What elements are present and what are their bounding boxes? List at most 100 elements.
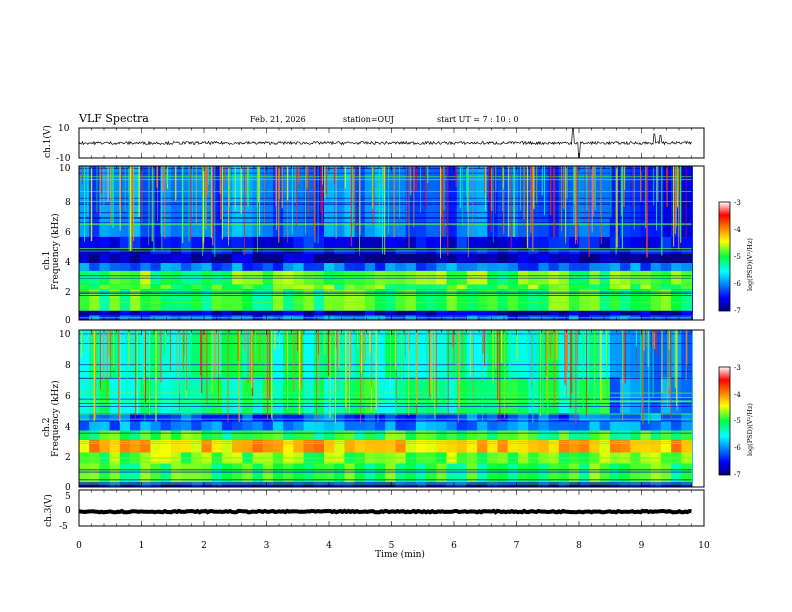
spectrogram-cell — [681, 236, 692, 250]
spectrogram-cell — [456, 310, 468, 316]
spectrogram-cell — [487, 284, 499, 290]
spectrogram-cell — [405, 413, 417, 422]
spectrogram-cell — [252, 289, 264, 311]
spectrogram-cell — [242, 284, 254, 290]
spectrogram-cell — [446, 421, 458, 431]
spectrogram-cell — [620, 421, 631, 431]
spectrogram-cell — [150, 249, 162, 254]
ch1-spectrogram-ylabel-frequency: Frequency (kHz) — [50, 213, 61, 290]
spectrogram-cell — [538, 236, 550, 250]
spectrogram-cell — [313, 263, 325, 271]
spectrogram-cell — [426, 413, 437, 422]
spectrogram-cell — [466, 413, 478, 422]
spectrogram-cell — [681, 310, 692, 316]
spectrogram-cell — [405, 249, 417, 254]
spectrogram-cell — [242, 463, 254, 483]
spectrogram-cell — [324, 430, 335, 440]
spectrogram-cell — [119, 421, 131, 431]
spectrogram-cell — [671, 413, 682, 422]
ch2-spectrogram-ylabel-frequency: Frequency (kHz) — [50, 380, 61, 457]
spectrogram-cell — [150, 236, 162, 250]
spectrogram-cell — [436, 263, 447, 271]
spectrogram-cell — [507, 249, 519, 254]
spectrogram-cell — [548, 430, 560, 440]
spectrogram-cell — [558, 439, 570, 453]
spectrogram-cell — [558, 482, 570, 487]
spectrogram-cell — [446, 249, 458, 254]
spectrogram-cell — [201, 463, 213, 483]
spectrogram-cell — [599, 249, 611, 254]
spectrogram-cell — [99, 330, 111, 378]
ch2-ytick-8: 8 — [65, 361, 71, 371]
spectrogram-cell — [160, 377, 172, 414]
ch2-ytick-10: 10 — [59, 330, 71, 340]
spectrogram-cell — [456, 463, 468, 483]
spectrogram-cell — [344, 413, 356, 422]
spectrogram-cell — [620, 439, 631, 453]
spectrogram-cell — [456, 289, 468, 311]
spectrogram-cell — [385, 263, 396, 271]
spectrogram-cell — [221, 249, 233, 254]
spectrogram-cell — [364, 413, 376, 422]
spectrogram-cell — [262, 463, 274, 483]
spectrogram-cell — [405, 263, 417, 271]
spectrogram-cell — [630, 253, 641, 264]
spectrogram-cell — [160, 310, 172, 316]
spectrogram-cell — [313, 236, 325, 250]
ch1-cb-tick-m5: -5 — [734, 253, 741, 261]
spectrogram-cell — [160, 482, 172, 487]
spectrogram-cell — [579, 439, 590, 453]
ch2-spectrogram-panel: 0 2 4 6 8 10 ch.2 Frequency (kHz) — [42, 329, 705, 493]
spectrogram-cell — [191, 413, 202, 422]
spectrogram-cell — [415, 377, 427, 414]
spectrogram-cell — [150, 253, 162, 264]
spectrogram-cell — [191, 463, 202, 483]
spectrogram-cell — [517, 289, 529, 311]
xtick-5: 5 — [389, 541, 395, 551]
spectrogram-cell — [293, 263, 305, 271]
spectrogram-cell — [640, 284, 652, 290]
spectrogram-cell — [119, 249, 131, 254]
spectrogram-cell — [119, 253, 131, 264]
spectrogram-cell — [609, 236, 621, 250]
spectrogram-cell — [170, 377, 182, 414]
spectrogram-cell — [579, 310, 590, 316]
spectrogram-cell — [252, 482, 264, 487]
header-date: Feb. 21, 2026 — [250, 115, 306, 124]
spectrogram-cell — [426, 249, 437, 254]
spectrogram-cell — [517, 463, 529, 483]
spectrogram-cell — [671, 430, 682, 440]
spectrogram-cell — [487, 439, 499, 453]
spectrogram-cell — [303, 236, 315, 250]
spectrogram-cell — [119, 482, 131, 487]
spectrogram-cell — [395, 249, 407, 254]
spectrogram-cell — [630, 430, 641, 440]
spectrogram-cell — [640, 377, 652, 414]
spectrogram-cell — [211, 413, 223, 422]
spectrogram-cell — [303, 289, 315, 311]
spectrogram-cell — [232, 253, 243, 264]
spectrogram-cell — [99, 289, 111, 311]
spectrogram-cell — [344, 463, 356, 483]
spectrogram-cell — [262, 377, 274, 414]
spectrogram-cell — [354, 310, 366, 316]
spectrogram-cell — [160, 263, 172, 271]
spectrogram-cell — [446, 236, 458, 250]
spectrogram-cell — [119, 263, 131, 271]
spectrogram-cell — [436, 439, 447, 453]
ch2-ytick-4: 4 — [65, 423, 71, 433]
spectrogram-cell — [242, 253, 254, 264]
spectrogram-cell — [548, 289, 560, 311]
spectrogram-cell — [507, 413, 519, 422]
spectrogram-cell — [293, 330, 305, 378]
spectrogram-cell — [650, 413, 662, 422]
spectrogram-cell — [283, 421, 294, 431]
spectrogram-cell — [671, 439, 682, 453]
spectrogram-cell — [109, 236, 121, 250]
spectrogram-cell — [538, 310, 550, 316]
spectrogram-cell — [497, 463, 509, 483]
ch2-ytick-0: 0 — [65, 483, 71, 493]
spectrogram-cell — [191, 421, 202, 431]
spectrogram-cell — [507, 253, 519, 264]
spectrogram-cell — [324, 253, 335, 264]
